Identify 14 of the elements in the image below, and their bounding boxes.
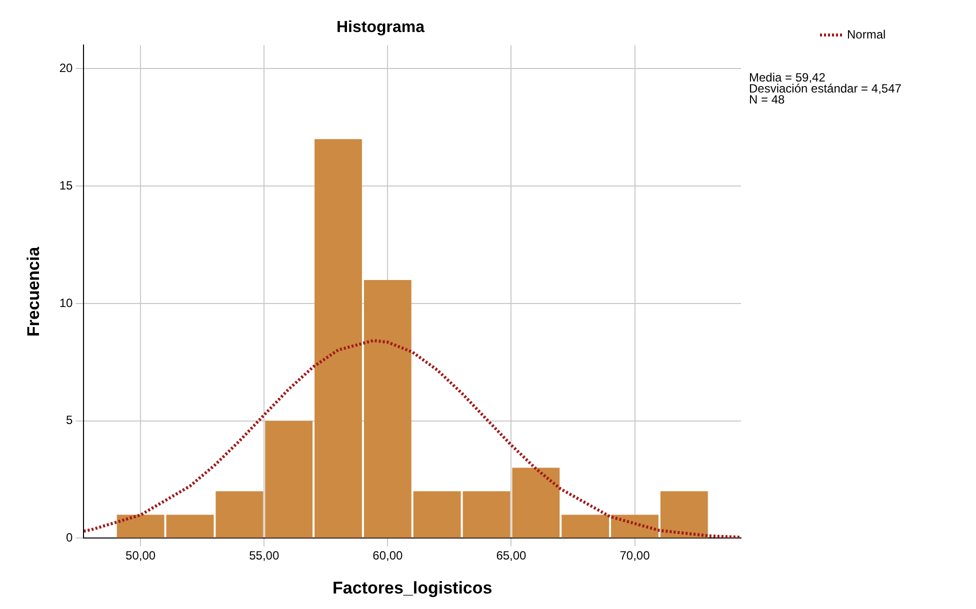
x-tick-label: 70,00 [620,548,650,563]
chart-title: Histograma [336,19,425,36]
x-tick-label: 65,00 [496,548,527,563]
x-axis-title: Factores_logisticos [332,578,492,598]
x-tick-label: 50,00 [126,548,156,563]
y-tick-label: 10 [59,296,74,310]
y-axis-title: Frecuencia [24,246,43,337]
y-tick-label: 20 [59,60,74,75]
y-tick-label: 0 [66,530,74,545]
legend-label: Normal [847,27,886,42]
y-tick-label: 15 [59,178,74,192]
x-tick-label: 55,00 [249,548,280,563]
x-tick-label: 60,00 [372,548,404,563]
y-tick-label: 5 [66,413,74,428]
